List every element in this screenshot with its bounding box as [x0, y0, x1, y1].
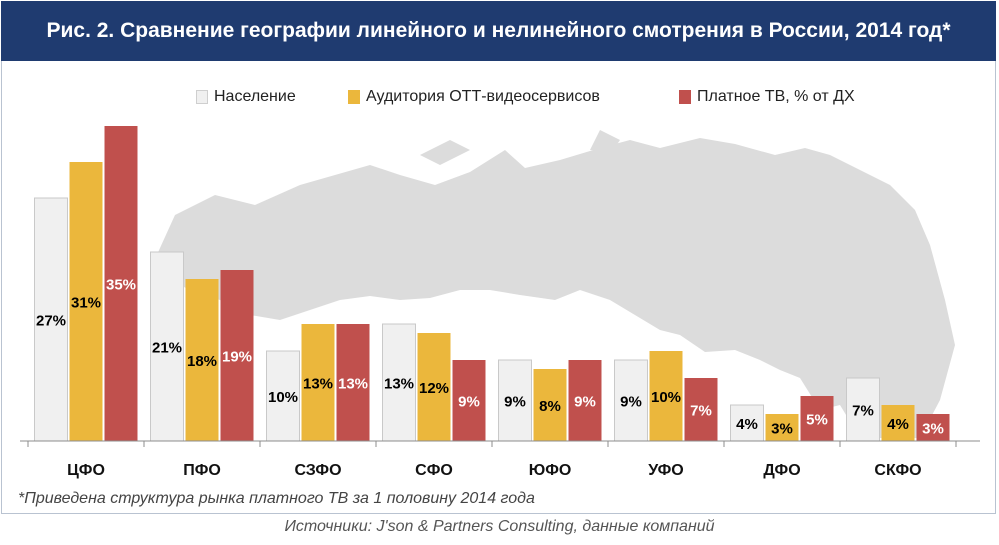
- data-label-paytv: 7%: [690, 403, 712, 420]
- x-axis-ticks: [28, 441, 956, 447]
- category-label: СФО: [415, 462, 453, 479]
- category-label: ЦФО: [67, 462, 105, 479]
- category-label: СКФО: [874, 462, 921, 479]
- data-label-ott: 3%: [771, 421, 793, 438]
- data-label-ott: 13%: [303, 376, 333, 393]
- data-label-ott: 18%: [187, 353, 217, 370]
- data-label-paytv: 5%: [806, 412, 828, 429]
- footnote: *Приведена структура рынка платного ТВ з…: [18, 490, 535, 508]
- data-label-population: 9%: [620, 394, 642, 411]
- data-label-population: 4%: [736, 416, 758, 433]
- data-label-population: 10%: [268, 389, 298, 406]
- source-note: Источники: J'son & Partners Consulting, …: [0, 518, 999, 536]
- data-label-paytv: 9%: [458, 394, 480, 411]
- data-label-population: 21%: [152, 340, 182, 357]
- data-label-paytv: 19%: [222, 349, 252, 366]
- category-label: ПФО: [183, 462, 221, 479]
- data-label-population: 13%: [384, 376, 414, 393]
- data-label-ott: 31%: [71, 295, 101, 312]
- category-label: СЗФО: [294, 462, 341, 479]
- data-label-ott: 10%: [651, 389, 681, 406]
- data-label-ott: 12%: [419, 380, 449, 397]
- bar-chart: 27% 31% 35% 21% 18% 19% 10% 13% 13% 13% 12% 9% 9% 8% 9…: [0, 0, 999, 545]
- data-label-paytv: 35%: [106, 277, 136, 294]
- data-label-paytv: 13%: [338, 376, 368, 393]
- category-label: ДФО: [763, 462, 800, 479]
- data-label-paytv: 9%: [574, 394, 596, 411]
- data-label-ott: 8%: [539, 398, 561, 415]
- category-label: УФО: [648, 462, 683, 479]
- data-label-population: 7%: [852, 403, 874, 420]
- data-label-paytv: 3%: [922, 421, 944, 438]
- data-label-population: 27%: [36, 313, 66, 330]
- category-labels: ЦФО ПФО СЗФО СФО ЮФО УФО ДФО СКФО: [67, 462, 922, 479]
- category-label: ЮФО: [529, 462, 572, 479]
- data-label-ott: 4%: [887, 416, 909, 433]
- data-label-population: 9%: [504, 394, 526, 411]
